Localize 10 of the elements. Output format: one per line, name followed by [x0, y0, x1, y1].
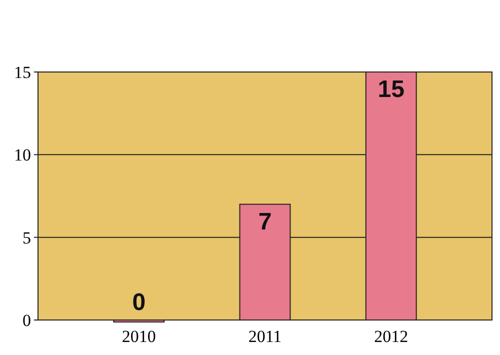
data-label: 15 [378, 76, 404, 103]
data-label: 7 [258, 208, 272, 236]
x-tick-label: 2012 [374, 327, 408, 346]
x-tick-label: 2011 [248, 327, 282, 346]
y-tick-label: 0 [22, 310, 31, 330]
data-label: 0 [132, 289, 146, 316]
y-tick-label: 10 [14, 146, 31, 165]
y-tick-label: 5 [22, 228, 31, 248]
y-tick-label: 15 [14, 62, 31, 82]
x-tick-label: 2010 [122, 327, 156, 346]
